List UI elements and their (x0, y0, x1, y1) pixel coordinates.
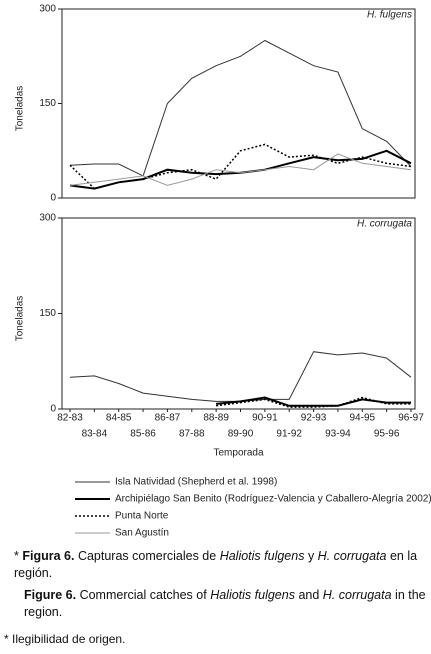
caption-text: en la región. (14, 549, 418, 580)
y-tick-label: 0 (50, 193, 56, 204)
x-tick-label: 91-92 (276, 429, 302, 440)
x-tick-label: 94-95 (349, 413, 375, 424)
legend-label: Isla Natividad (Shepherd et al. 1998) (115, 477, 277, 488)
caption-text: y (307, 549, 315, 563)
series-line (69, 143, 412, 190)
x-tick-label: 84-85 (106, 413, 132, 424)
caption-species: H. corrugata (317, 549, 387, 563)
x-tick-label: 92-93 (301, 413, 327, 424)
x-tick-label: 85-86 (130, 429, 156, 440)
caption-text: Commercial catches of (79, 588, 207, 602)
series-line (69, 39, 412, 177)
x-tick-label: 88-89 (203, 413, 229, 424)
y-tick-label: 300 (39, 213, 56, 224)
legend-label: Punta Norte (115, 511, 169, 522)
annotation: H. corrugata (357, 219, 412, 230)
x-tick-label: 93-94 (325, 429, 351, 440)
caption-en: Figure 6. Commercial catches of Haliotis… (24, 587, 428, 621)
x-tick-label: 89-90 (228, 429, 254, 440)
x-tick-label: 96-97 (398, 413, 424, 424)
x-tick-label: 86-87 (155, 413, 181, 424)
plot-frame (61, 8, 416, 199)
caption-species: Haliotis fulgens (210, 588, 295, 602)
x-tick-label: 82-83 (57, 413, 83, 424)
annotation: H. fulgens (367, 10, 412, 21)
x-axis-label: Temporada (213, 448, 263, 459)
caption-text: Capturas comerciales de (77, 549, 217, 563)
footnote: * Ilegibilidad de origen. (4, 632, 126, 646)
caption-label: Figure 6. (24, 588, 77, 602)
figure: 0 150 300 Toneladas H. fulgens 0 150 300 Tonelad… (15, 4, 431, 539)
x-tick-label: 95-96 (374, 429, 400, 440)
y-tick-label: 150 (39, 308, 56, 319)
y-tick-label: 0 (50, 404, 56, 415)
x-tick-label: 90-91 (252, 413, 278, 424)
caption-mark: * (14, 549, 19, 563)
series-line (69, 153, 412, 186)
series-line (69, 351, 412, 402)
series-line (69, 149, 412, 190)
x-tick-label: 87-88 (179, 429, 205, 440)
y-axis-label: Toneladas (15, 86, 26, 132)
caption-text: in the region. (24, 588, 426, 619)
legend-label: Archipiélago San Benito (Rodríguez-Valen… (115, 494, 431, 505)
caption-species: H. corrugata (322, 588, 392, 602)
caption-text: and (298, 588, 320, 602)
legend-label: San Agustín (115, 528, 169, 539)
y-tick-label: 300 (39, 4, 56, 15)
plot-frame (61, 217, 416, 410)
series-line (216, 396, 411, 408)
caption-es: * Figura 6. Capturas comerciales de Hali… (14, 548, 426, 582)
x-tick-label: 83-84 (82, 429, 108, 440)
caption-label: Figura 6. (22, 549, 75, 563)
y-tick-label: 150 (39, 98, 56, 109)
caption-species: Haliotis fulgens (219, 549, 305, 563)
y-axis-label: Toneladas (15, 296, 26, 342)
